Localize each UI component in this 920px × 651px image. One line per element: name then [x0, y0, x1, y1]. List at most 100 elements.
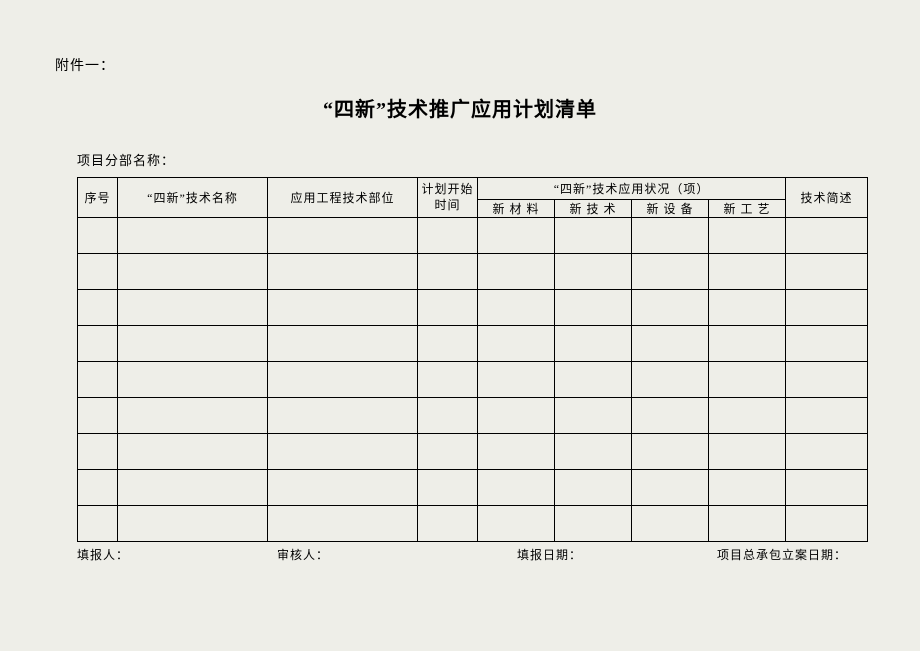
- table-row: [78, 470, 868, 506]
- table-cell: [786, 434, 868, 470]
- table-row: [78, 398, 868, 434]
- col-new-equipment: 新 设 备: [632, 200, 709, 218]
- table-cell: [632, 362, 709, 398]
- table-row: [78, 254, 868, 290]
- project-section-name-label: 项目分部名称：: [77, 150, 865, 169]
- table-cell: [709, 362, 786, 398]
- table-cell: [268, 362, 418, 398]
- table-cell: [555, 290, 632, 326]
- table-cell: [478, 398, 555, 434]
- table-row: [78, 506, 868, 542]
- footer-reporter: 填报人：: [77, 546, 277, 563]
- table-cell: [118, 290, 268, 326]
- table-cell: [632, 290, 709, 326]
- table-cell: [268, 290, 418, 326]
- table-row: [78, 362, 868, 398]
- table-cell: [786, 398, 868, 434]
- table-cell: [118, 254, 268, 290]
- footer-row: 填报人： 审核人： 填报日期： 项目总承包立案日期：: [77, 546, 867, 563]
- table-cell: [418, 506, 478, 542]
- table-cell: [709, 218, 786, 254]
- table-cell: [78, 254, 118, 290]
- table-cell: [555, 398, 632, 434]
- table-cell: [78, 290, 118, 326]
- table-cell: [632, 326, 709, 362]
- table-cell: [78, 506, 118, 542]
- table-cell: [268, 434, 418, 470]
- table-row: [78, 218, 868, 254]
- table-cell: [709, 470, 786, 506]
- table-row: [78, 326, 868, 362]
- table-cell: [555, 254, 632, 290]
- table-cell: [555, 470, 632, 506]
- footer-contractor-file-date: 项目总承包立案日期：: [717, 546, 867, 563]
- table-cell: [709, 506, 786, 542]
- table-cell: [418, 398, 478, 434]
- table-cell: [555, 218, 632, 254]
- table-cell: [709, 326, 786, 362]
- table-cell: [268, 398, 418, 434]
- table-cell: [786, 506, 868, 542]
- table-cell: [555, 362, 632, 398]
- table-cell: [632, 470, 709, 506]
- table-cell: [709, 434, 786, 470]
- table-cell: [118, 434, 268, 470]
- table-cell: [78, 398, 118, 434]
- table-cell: [632, 254, 709, 290]
- table-cell: [709, 398, 786, 434]
- table-cell: [786, 362, 868, 398]
- table-cell: [786, 326, 868, 362]
- footer-report-date: 填报日期：: [517, 546, 717, 563]
- table-cell: [555, 326, 632, 362]
- table-cell: [118, 218, 268, 254]
- table-cell: [478, 326, 555, 362]
- table-cell: [268, 218, 418, 254]
- table-cell: [118, 362, 268, 398]
- table-cell: [418, 290, 478, 326]
- table-cell: [78, 326, 118, 362]
- table-cell: [632, 506, 709, 542]
- col-tech-name: “四新”技术名称: [118, 178, 268, 218]
- table-cell: [78, 434, 118, 470]
- table-cell: [632, 218, 709, 254]
- col-plan-start: 计划开始 时间: [418, 178, 478, 218]
- col-new-technique: 新 技 术: [555, 200, 632, 218]
- table-cell: [478, 218, 555, 254]
- table-cell: [268, 326, 418, 362]
- table-cell: [118, 326, 268, 362]
- table-cell: [418, 254, 478, 290]
- table-cell: [478, 254, 555, 290]
- table-cell: [268, 470, 418, 506]
- table-cell: [709, 290, 786, 326]
- table-cell: [78, 470, 118, 506]
- plan-table: 序号 “四新”技术名称 应用工程技术部位 计划开始 时间 “四新”技术应用状况（…: [77, 177, 868, 542]
- table-cell: [78, 218, 118, 254]
- page-title: “四新”技术推广应用计划清单: [55, 93, 865, 122]
- table-cell: [478, 434, 555, 470]
- col-application-part: 应用工程技术部位: [268, 178, 418, 218]
- table-cell: [478, 362, 555, 398]
- table-cell: [418, 362, 478, 398]
- table-cell: [555, 434, 632, 470]
- col-seq: 序号: [78, 178, 118, 218]
- table-cell: [478, 290, 555, 326]
- table-cell: [478, 506, 555, 542]
- table-cell: [478, 470, 555, 506]
- table-cell: [418, 326, 478, 362]
- attachment-label: 附件一：: [55, 55, 865, 75]
- table-cell: [118, 506, 268, 542]
- table-cell: [118, 470, 268, 506]
- table-cell: [78, 362, 118, 398]
- table-cell: [632, 434, 709, 470]
- col-new-process: 新 工 艺: [709, 200, 786, 218]
- table-cell: [268, 506, 418, 542]
- table-cell: [268, 254, 418, 290]
- table-cell: [632, 398, 709, 434]
- table-cell: [709, 254, 786, 290]
- table-cell: [418, 470, 478, 506]
- table-cell: [786, 254, 868, 290]
- table-cell: [786, 218, 868, 254]
- table-cell: [118, 398, 268, 434]
- table-cell: [786, 470, 868, 506]
- table-row: [78, 434, 868, 470]
